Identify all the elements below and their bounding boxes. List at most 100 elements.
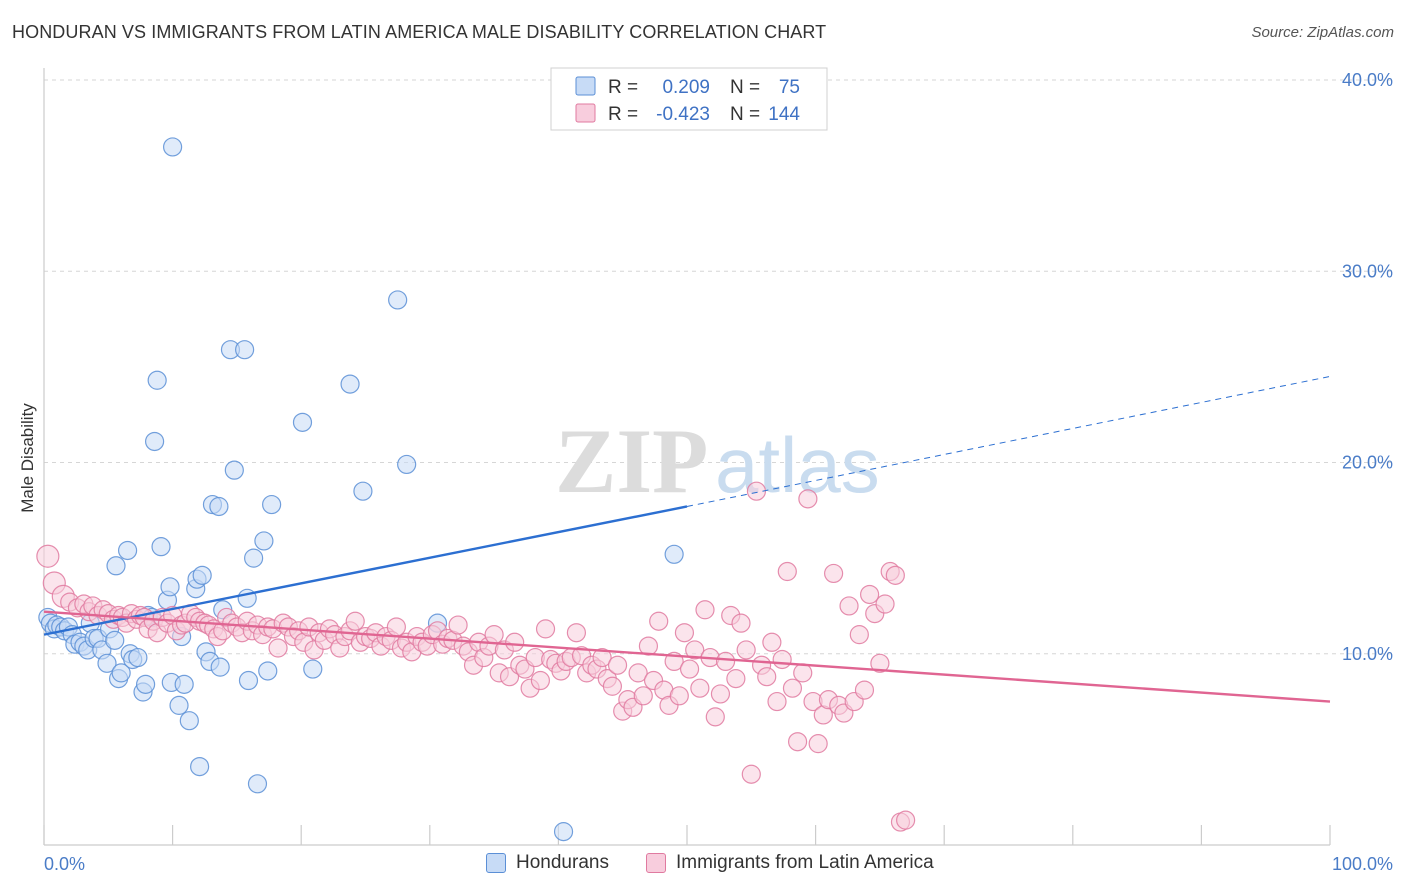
data-point <box>674 623 695 643</box>
legend-label-hondurans: Hondurans <box>516 852 609 873</box>
data-point <box>174 674 194 694</box>
data-point <box>388 290 408 310</box>
legend-item-hondurans[interactable]: Hondurans <box>486 852 609 874</box>
legend-swatch-hondurans <box>486 853 506 873</box>
data-point <box>787 732 808 752</box>
data-point <box>111 663 131 683</box>
data-point <box>262 494 282 515</box>
data-point <box>705 707 725 727</box>
data-point <box>633 686 653 706</box>
data-point <box>535 619 556 639</box>
data-point <box>782 678 803 698</box>
data-point <box>117 540 138 561</box>
data-point <box>340 374 360 394</box>
legend-r-label: R = <box>608 77 638 98</box>
data-point <box>808 734 828 754</box>
data-point <box>97 653 117 673</box>
data-point <box>105 630 125 650</box>
data-point <box>292 412 313 432</box>
data-point <box>669 686 689 706</box>
data-point <box>767 691 787 712</box>
data-point <box>505 632 525 652</box>
data-point <box>553 822 574 842</box>
data-point <box>566 623 587 643</box>
data-point <box>885 565 905 585</box>
legend-label-immigrants: Immigrants from Latin America <box>676 852 934 873</box>
data-point <box>448 615 468 635</box>
data-point <box>268 638 288 658</box>
trend-line-hondurans <box>43 505 688 636</box>
data-point <box>386 617 406 637</box>
data-point <box>36 544 60 568</box>
legend-n-label: N = <box>730 77 760 98</box>
data-point <box>875 594 895 614</box>
data-point <box>163 137 183 157</box>
data-point <box>664 544 684 564</box>
data-point <box>135 674 156 694</box>
legend-item-immigrants[interactable]: Immigrants from Latin America <box>646 852 934 874</box>
grid-lines <box>44 79 1395 655</box>
data-point <box>736 640 756 660</box>
watermark-zip: ZIP <box>555 410 708 512</box>
data-point <box>685 640 705 660</box>
data-point <box>106 556 126 576</box>
data-point <box>860 584 880 605</box>
data-point <box>190 756 210 777</box>
data-point <box>715 651 736 672</box>
data-point <box>762 632 782 652</box>
data-point <box>710 684 731 704</box>
x-tick-label: 0.0% <box>44 854 85 874</box>
data-point <box>238 670 259 691</box>
data-point <box>484 625 504 645</box>
data-point <box>151 537 171 557</box>
data-point <box>777 561 797 582</box>
data-point <box>160 577 180 597</box>
bottom-legend: Hondurans Immigrants from Latin America <box>0 852 1406 878</box>
data-point <box>169 695 189 715</box>
data-point <box>147 370 167 390</box>
data-point <box>258 661 278 681</box>
legend-n-value: 75 <box>779 77 800 98</box>
data-point <box>592 647 612 668</box>
data-point <box>824 563 844 584</box>
data-point <box>839 596 859 616</box>
data-point <box>345 611 365 631</box>
trend-line-immigrants <box>43 610 1331 703</box>
watermark: ZIP atlas <box>555 410 880 512</box>
legend-r-value: 0.209 <box>662 77 710 98</box>
legend-swatch <box>575 103 596 123</box>
data-point <box>793 663 813 683</box>
y-tick-labels: 10.0% 20.0% 30.0% 40.0% <box>1342 70 1393 664</box>
data-point <box>353 481 373 501</box>
data-point <box>210 657 230 677</box>
chart-source: Source: ZipAtlas.com <box>1251 24 1394 41</box>
data-point <box>397 454 417 475</box>
legend-swatch <box>575 76 596 96</box>
data-point <box>144 431 165 452</box>
x-tick-labels: 0.0% 100.0% <box>44 854 1393 874</box>
legend-n-label: N = <box>730 104 760 125</box>
data-point <box>741 764 761 784</box>
data-point <box>757 667 777 687</box>
data-point <box>690 678 710 698</box>
data-point <box>649 611 669 631</box>
y-tick-label: 20.0% <box>1342 453 1393 473</box>
data-point <box>602 676 623 696</box>
data-point <box>746 481 767 501</box>
legend-r-label: R = <box>608 104 638 125</box>
data-point <box>870 653 890 673</box>
data-point <box>628 663 648 683</box>
data-point <box>179 711 199 731</box>
legend-box <box>550 67 828 131</box>
data-point <box>607 655 628 675</box>
watermark-atlas: atlas <box>715 421 880 509</box>
trend-lines <box>43 375 1331 703</box>
data-point <box>896 810 916 830</box>
data-point <box>772 649 792 670</box>
data-point <box>254 531 274 551</box>
chart-title: HONDURAN VS IMMIGRANTS FROM LATIN AMERIC… <box>12 22 827 42</box>
y-tick-label: 10.0% <box>1342 644 1393 664</box>
x-tick-label: 100.0% <box>1332 854 1393 874</box>
data-point <box>695 600 715 620</box>
data-point <box>798 489 818 509</box>
